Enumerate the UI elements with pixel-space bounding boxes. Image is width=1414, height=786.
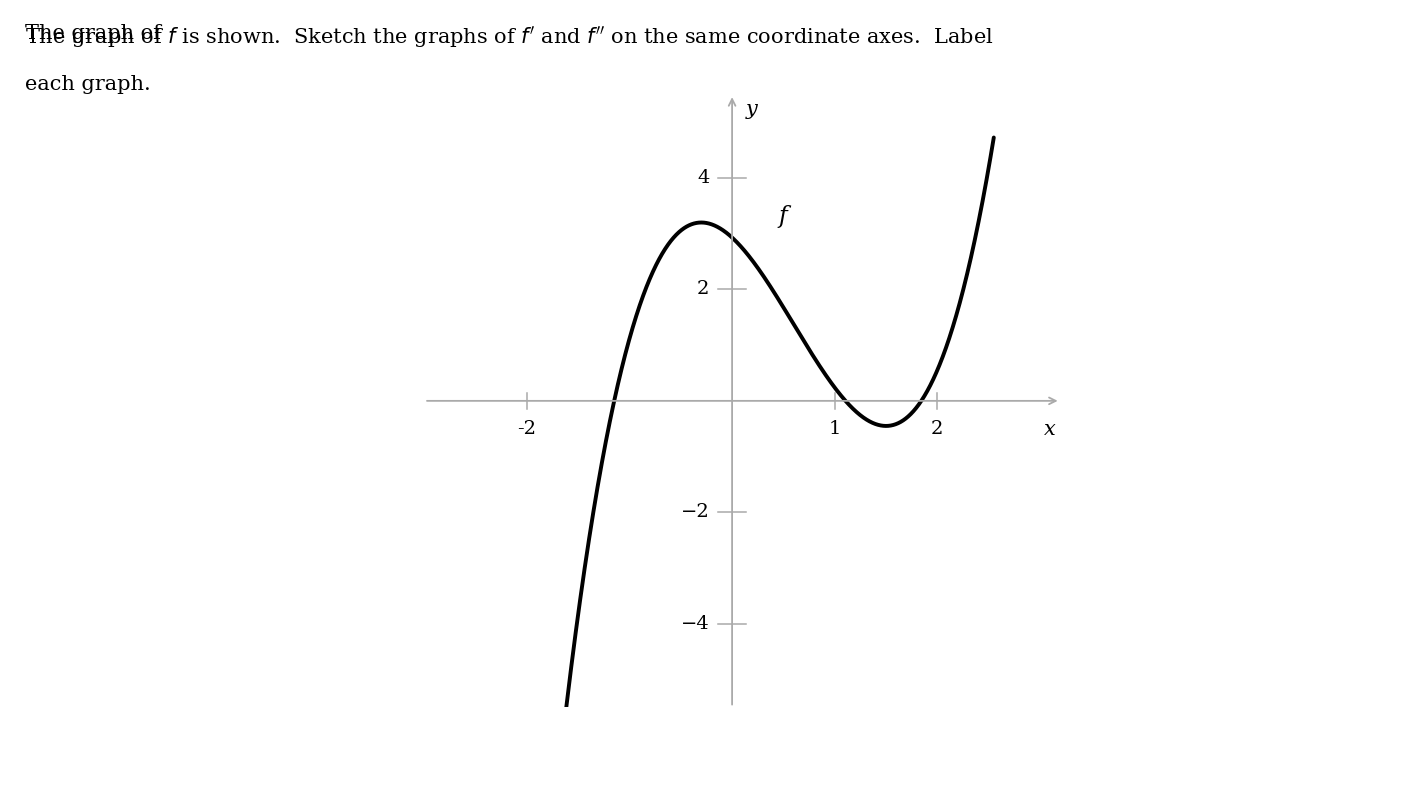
Text: 1: 1 [829, 421, 841, 439]
Text: −2: −2 [680, 503, 710, 521]
Text: The graph of: The graph of [25, 24, 168, 42]
Text: y: y [745, 101, 756, 119]
Text: -2: -2 [518, 421, 536, 439]
Text: f: f [778, 205, 788, 229]
Text: x: x [1044, 421, 1055, 439]
Text: 4: 4 [697, 169, 710, 187]
Text: The graph of $f$ is shown.  Sketch the graphs of $f'$ and $f''$ on the same coor: The graph of $f$ is shown. Sketch the gr… [25, 24, 994, 50]
Text: 2: 2 [697, 281, 710, 299]
Text: each graph.: each graph. [25, 75, 151, 94]
Text: −4: −4 [680, 615, 710, 633]
Text: 2: 2 [932, 421, 943, 439]
